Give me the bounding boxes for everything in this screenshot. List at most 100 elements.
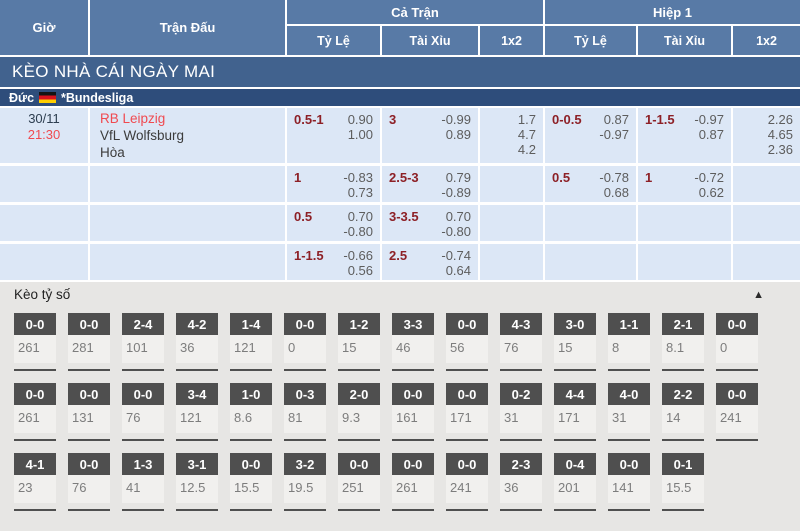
ft-overunder-cell[interactable]: 3-3.5 0.70 -0.80 xyxy=(382,205,480,241)
ft-handicap-cell[interactable]: 0.5 0.70 -0.80 xyxy=(287,205,382,241)
odds-values: -0.83 0.73 xyxy=(343,168,373,200)
odds-value: 0.87 xyxy=(698,127,724,142)
score-odds-value: 251 xyxy=(338,475,380,503)
odds-value: -0.66 xyxy=(343,248,373,263)
score-odds-value: 31 xyxy=(608,405,650,433)
score-odds-cell[interactable]: 0-0 161 xyxy=(392,383,434,441)
score-odds-value: 46 xyxy=(392,335,434,363)
score-odds-cell[interactable]: 0-0 131 xyxy=(68,383,110,441)
score-odds-value: 131 xyxy=(68,405,110,433)
ft-overunder-cell[interactable]: 2.5 -0.74 0.64 xyxy=(382,244,480,280)
h1-handicap-cell[interactable]: 0-0.5 0.87 -0.97 xyxy=(545,108,638,163)
score-odds-cell[interactable]: 3-0 15 xyxy=(554,313,596,371)
score-odds-cell[interactable]: 1-3 41 xyxy=(122,453,164,511)
score-odds-cell[interactable]: 0-0 261 xyxy=(14,383,56,441)
score-odds-value: 0 xyxy=(284,335,326,363)
ft-overunder-cell[interactable]: 2.5-3 0.79 -0.89 xyxy=(382,166,480,202)
score-odds-cell[interactable]: 4-2 36 xyxy=(176,313,218,371)
score-odds-cell[interactable]: 3-3 46 xyxy=(392,313,434,371)
score-odds-cell[interactable]: 0-0 0 xyxy=(716,313,758,371)
score-odds-cell[interactable]: 2-0 9.3 xyxy=(338,383,380,441)
overunder-line: 1 xyxy=(645,170,653,185)
score-odds-value: 36 xyxy=(500,475,542,503)
score-odds-value: 241 xyxy=(716,405,758,433)
score-odds-cell[interactable]: 4-3 76 xyxy=(500,313,542,371)
score-odds-value: 15 xyxy=(554,335,596,363)
score-odds-cell[interactable]: 0-4 201 xyxy=(554,453,596,511)
score-label: 0-0 xyxy=(392,453,434,475)
score-label: 0-0 xyxy=(716,383,758,405)
score-odds-cell[interactable]: 0-0 261 xyxy=(14,313,56,371)
chevron-up-icon[interactable]: ▲ xyxy=(753,288,764,301)
ft-handicap-cell[interactable]: 0.5-1 0.90 1.00 xyxy=(287,108,382,163)
score-odds-cell[interactable]: 0-0 76 xyxy=(68,453,110,511)
odds-values: -0.97 0.87 xyxy=(694,110,724,161)
score-odds-cell[interactable]: 1-2 15 xyxy=(338,313,380,371)
score-odds-cell[interactable]: 0-1 15.5 xyxy=(662,453,704,511)
score-odds-value: 76 xyxy=(68,475,110,503)
home-team[interactable]: RB Leipzig xyxy=(100,111,166,126)
score-odds-cell[interactable]: 0-0 281 xyxy=(68,313,110,371)
ft-handicap-cell[interactable]: 1 -0.83 0.73 xyxy=(287,166,382,202)
score-label: 1-2 xyxy=(338,313,380,335)
score-odds-cell[interactable]: 0-0 0 xyxy=(284,313,326,371)
ft-handicap-cell[interactable]: 1-1.5 -0.66 0.56 xyxy=(287,244,382,280)
h1-overunder-cell[interactable]: 1-1.5 -0.97 0.87 xyxy=(638,108,733,163)
score-odds-cell[interactable]: 3-4 121 xyxy=(176,383,218,441)
score-odds-value: 76 xyxy=(122,405,164,433)
score-odds-cell[interactable]: 0-0 241 xyxy=(446,453,488,511)
score-odds-cell[interactable]: 1-1 8 xyxy=(608,313,650,371)
away-team[interactable]: VfL Wolfsburg xyxy=(100,128,185,143)
odds-value: -0.80 xyxy=(441,224,471,239)
score-odds-cell[interactable]: 3-2 19.5 xyxy=(284,453,326,511)
match-teams-cell[interactable]: RB Leipzig VfL Wolfsburg Hòa xyxy=(90,108,287,163)
country-label: Đức xyxy=(9,90,35,105)
odds-value: 4.7 xyxy=(517,127,536,142)
score-odds-cell[interactable]: 0-2 31 xyxy=(500,383,542,441)
h1-1x2-cell xyxy=(733,205,800,241)
score-odds-cell[interactable]: 0-0 15.5 xyxy=(230,453,272,511)
score-odds-value: 9.3 xyxy=(338,405,380,433)
score-odds-cell[interactable]: 3-1 12.5 xyxy=(176,453,218,511)
odds-value: 4.2 xyxy=(517,142,536,157)
score-odds-cell[interactable]: 4-0 31 xyxy=(608,383,650,441)
score-odds-value: 171 xyxy=(554,405,596,433)
handicap-line: 0.5 xyxy=(294,209,313,224)
odds-value: 0.70 xyxy=(445,209,471,224)
score-odds-cell[interactable]: 2-1 8.1 xyxy=(662,313,704,371)
h1-handicap-cell xyxy=(545,205,638,241)
score-odds-value: 8 xyxy=(608,335,650,363)
score-odds-cell[interactable]: 0-0 171 xyxy=(446,383,488,441)
score-odds-value: 171 xyxy=(446,405,488,433)
score-label: 4-3 xyxy=(500,313,542,335)
odds-values: 1.7 4.7 4.2 xyxy=(518,110,536,161)
score-odds-cell[interactable]: 0-0 261 xyxy=(392,453,434,511)
sub-header-handicap-h1: Tỷ Lệ xyxy=(545,26,638,55)
score-odds-cell[interactable]: 1-0 8.6 xyxy=(230,383,272,441)
score-odds-cell[interactable]: 4-1 23 xyxy=(14,453,56,511)
score-odds-value: 15 xyxy=(338,335,380,363)
odds-value: 2.26 xyxy=(767,112,793,127)
score-odds-cell[interactable]: 0-0 56 xyxy=(446,313,488,371)
score-odds-cell[interactable]: 0-3 81 xyxy=(284,383,326,441)
score-odds-cell[interactable]: 0-0 141 xyxy=(608,453,650,511)
score-odds-value: 15.5 xyxy=(230,475,272,503)
h1-handicap-cell[interactable]: 0.5 -0.78 0.68 xyxy=(545,166,638,202)
score-odds-cell[interactable]: 4-4 171 xyxy=(554,383,596,441)
score-odds-cell[interactable]: 0-0 241 xyxy=(716,383,758,441)
overunder-line: 3 xyxy=(389,112,397,127)
score-odds-cell[interactable]: 0-0 251 xyxy=(338,453,380,511)
h1-overunder-cell xyxy=(638,244,733,280)
score-odds-cell[interactable]: 0-0 76 xyxy=(122,383,164,441)
col-group-first-half: Hiệp 1 Tỷ Lệ Tài Xỉu 1x2 xyxy=(545,0,800,55)
odds-value: -0.97 xyxy=(599,127,629,142)
score-odds-cell[interactable]: 2-4 101 xyxy=(122,313,164,371)
score-odds-cell[interactable]: 2-3 36 xyxy=(500,453,542,511)
score-odds-cell[interactable]: 2-2 14 xyxy=(662,383,704,441)
league-row[interactable]: Đức *Bundesliga xyxy=(0,89,800,106)
score-odds-cell[interactable]: 1-4 121 xyxy=(230,313,272,371)
h1-1x2-cell[interactable]: 2.26 4.65 2.36 xyxy=(733,108,800,163)
ft-1x2-cell[interactable]: 1.7 4.7 4.2 xyxy=(480,108,545,163)
ft-overunder-cell[interactable]: 3 -0.99 0.89 xyxy=(382,108,480,163)
h1-overunder-cell[interactable]: 1 -0.72 0.62 xyxy=(638,166,733,202)
